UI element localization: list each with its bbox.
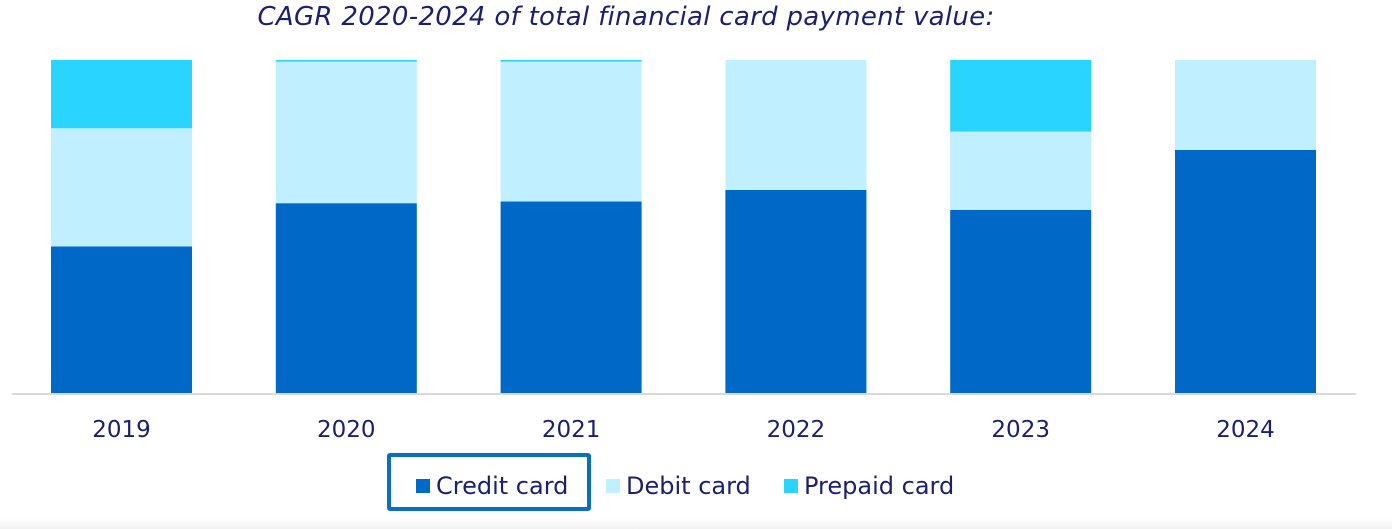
legend-item-debit[interactable]: Debit card <box>606 472 751 500</box>
bar-credit-card-2024 <box>1175 149 1316 393</box>
stacked-bar-chart: 2019 2020 2021 2022 2023 2024 <box>12 60 1356 443</box>
bar-debit-card-2020 <box>275 61 417 204</box>
bar-prepaid-card-2019 <box>51 60 192 129</box>
x-tick-label-2024: 2024 <box>1216 417 1275 443</box>
bar-credit-card-2021 <box>500 201 642 393</box>
legend-swatch-prepaid <box>784 479 798 493</box>
bar-prepaid-card-2021 <box>500 60 642 62</box>
chart-title: CAGR 2020-2024 of total financial card p… <box>257 2 995 32</box>
x-tick-labels: 2019 2020 2021 2022 2023 2024 <box>92 417 1275 443</box>
x-tick-label-2020: 2020 <box>317 417 376 443</box>
bar-debit-card-2023 <box>950 131 1092 210</box>
legend-swatch-debit <box>606 479 620 493</box>
bottom-shadow <box>0 518 1392 529</box>
legend-item-prepaid[interactable]: Prepaid card <box>784 472 954 500</box>
legend-label-prepaid: Prepaid card <box>804 472 955 500</box>
legend-highlight-box <box>387 453 591 511</box>
bar-credit-card-2023 <box>950 209 1092 393</box>
bar-credit-card-2019 <box>51 246 192 393</box>
legend-swatch-credit <box>416 479 430 493</box>
bar-credit-card-2020 <box>275 203 417 393</box>
bar-debit-card-2022 <box>725 60 867 190</box>
bar-debit-card-2024 <box>1175 60 1316 150</box>
legend-item-credit[interactable]: Credit card <box>416 472 568 500</box>
bars-group <box>51 60 1316 393</box>
bar-prepaid-card-2020 <box>275 60 417 62</box>
bar-debit-card-2021 <box>500 61 642 202</box>
legend-label-credit: Credit card <box>436 472 569 500</box>
bar-prepaid-card-2023 <box>950 60 1092 132</box>
x-tick-label-2023: 2023 <box>991 417 1050 443</box>
legend-label-debit: Debit card <box>626 472 751 500</box>
x-tick-label-2021: 2021 <box>542 417 601 443</box>
bar-debit-card-2019 <box>51 128 192 247</box>
x-tick-label-2019: 2019 <box>92 417 151 443</box>
bar-credit-card-2022 <box>725 189 867 393</box>
x-tick-label-2022: 2022 <box>767 417 826 443</box>
